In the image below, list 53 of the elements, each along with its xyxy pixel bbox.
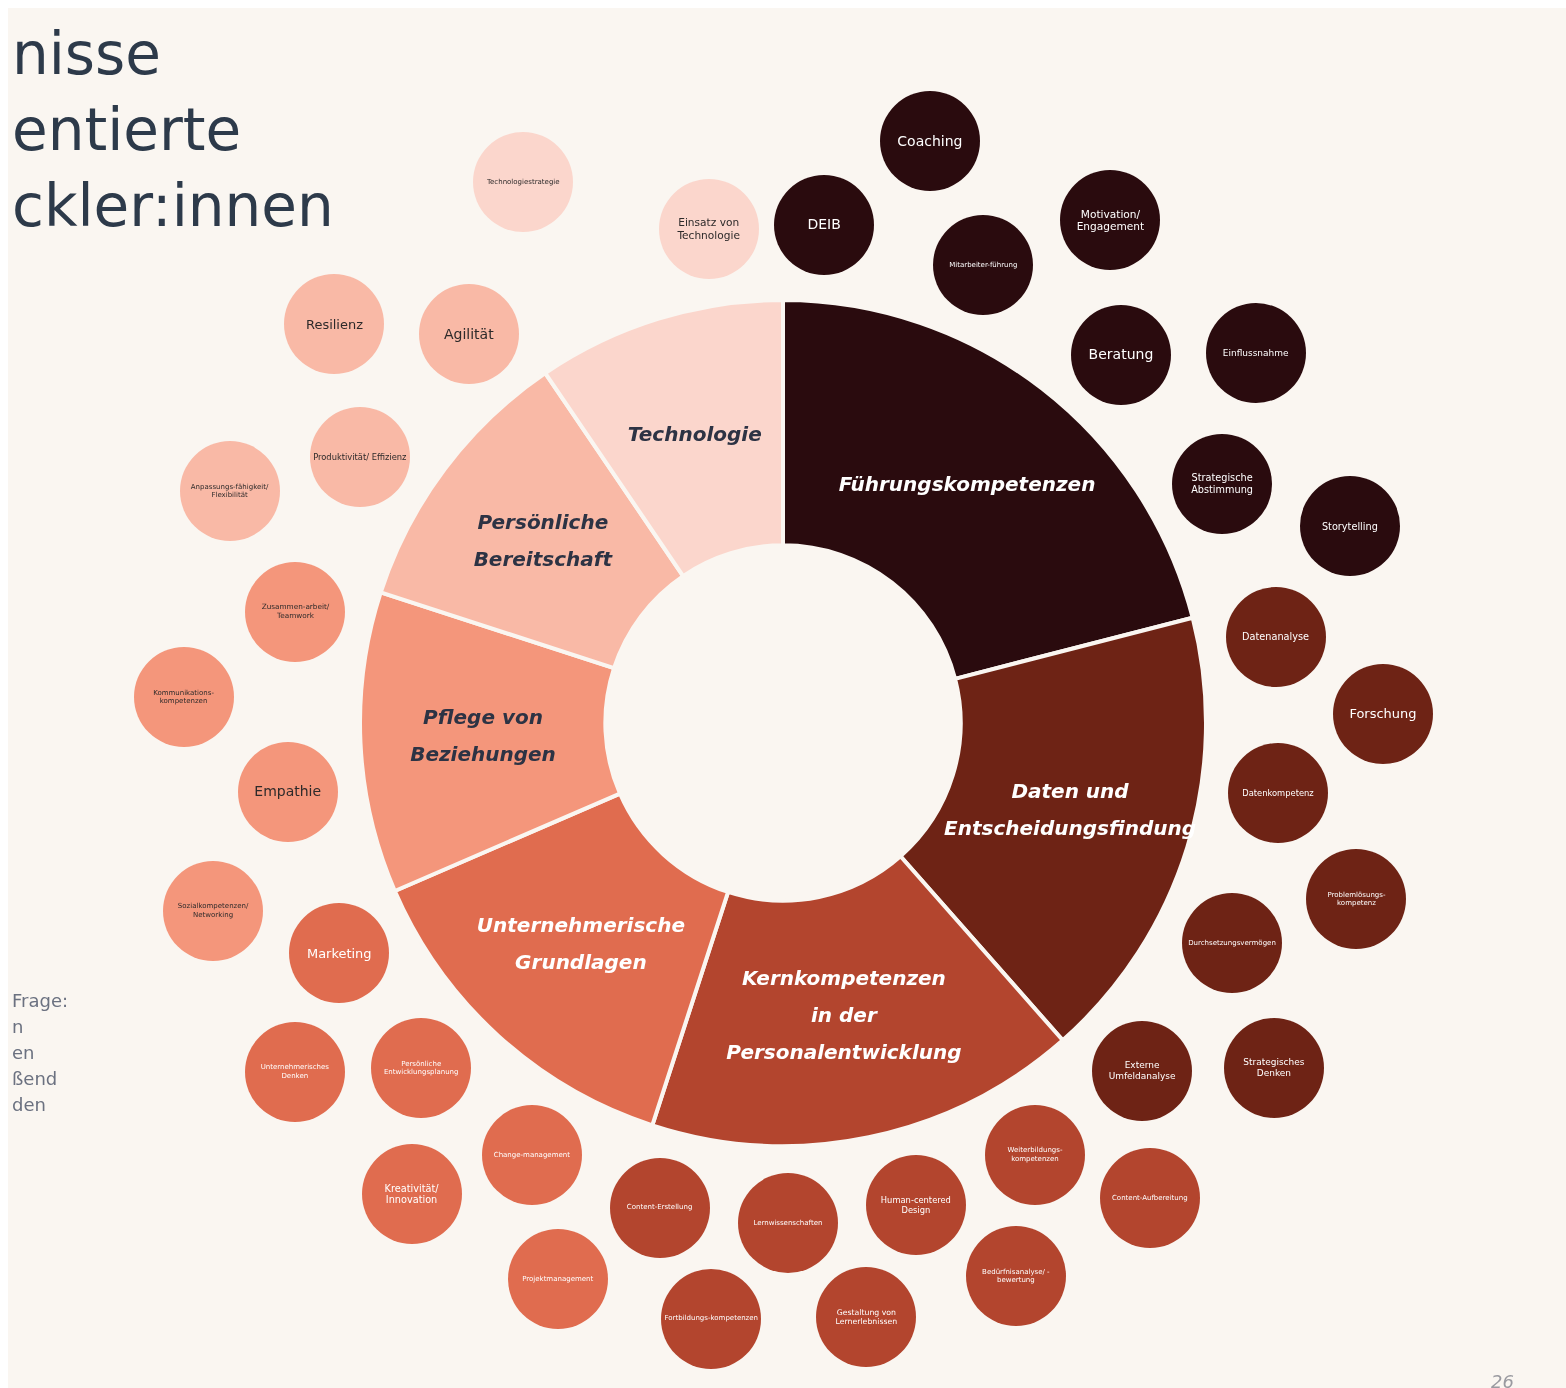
circle: Motivation/ Engagement	[1060, 170, 1161, 271]
category-label: Produktivität/ Effizienz	[312, 451, 407, 462]
category-label: Strategische Abstimmung	[1190, 472, 1254, 496]
text: n	[12, 1015, 25, 1039]
circle: Externe Umfeldanalyse	[1092, 1020, 1193, 1121]
category-label: Marketing	[306, 945, 373, 962]
text: ßend	[12, 1067, 59, 1091]
category-label: Datenanalyse	[1241, 631, 1311, 643]
category-label: Einflussnahme	[1221, 348, 1290, 359]
category-label: Motivation/ Engagement	[1075, 207, 1146, 233]
circle: Strategische Abstimmung	[1172, 433, 1273, 534]
slice-label: Pflege von Beziehungen	[410, 704, 556, 766]
circle: Marketing	[289, 903, 390, 1004]
category-label: Strategisches Denken	[1242, 1057, 1306, 1079]
circle: Agilität	[418, 284, 519, 384]
circle: Kreativität/ Innovation	[361, 1144, 462, 1245]
slice-label: Unternehmerische Grundlagen	[476, 912, 685, 974]
slice-label: Führungskompetenzen	[838, 471, 1096, 496]
category-label: Einsatz von Technologie	[676, 215, 741, 242]
category-label: Kreativität/ Innovation	[383, 1182, 440, 1206]
circle: Forschung	[1332, 663, 1433, 764]
category-label: Resilienz	[305, 316, 364, 333]
text: Frage:	[12, 989, 69, 1013]
slice-label: Kernkompetenzen in der Personalentwicklung	[726, 966, 962, 1065]
category-label: Externe Umfeldanalyse	[1107, 1060, 1177, 1082]
category-label: DEIB	[806, 216, 842, 234]
circle: Beratung	[1070, 304, 1171, 405]
circle: Einsatz von Technologie	[658, 178, 759, 279]
circle: Coaching	[879, 91, 980, 192]
category-label: Human-centered Design	[879, 1195, 952, 1216]
chart-title: nisse entierte ckler:innen	[12, 19, 334, 242]
circle: Human-centered Design	[865, 1155, 966, 1255]
category-label: Empathie	[253, 783, 323, 800]
circle: Strategisches Denken	[1223, 1018, 1324, 1118]
category-label: Agilität	[443, 325, 495, 343]
circle: Empathie	[237, 741, 338, 842]
slice-label: Technologie	[627, 422, 762, 447]
circle: Datenanalyse	[1225, 587, 1326, 688]
circle: Einflussnahme	[1205, 303, 1306, 404]
circle: Resilienz	[284, 274, 385, 375]
category-label: Beratung	[1087, 346, 1155, 363]
category-label: Forschung	[1348, 705, 1418, 722]
circle: Produktivität/ Effizienz	[309, 406, 410, 507]
category-label: Datenkompetenz	[1241, 788, 1315, 799]
text: en	[12, 1041, 36, 1065]
text: 26	[1491, 1371, 1514, 1388]
category-label: Storytelling	[1320, 520, 1379, 533]
circle: DEIB	[774, 174, 875, 275]
circle: Datenkompetenz	[1228, 743, 1328, 844]
category-label: Coaching	[896, 132, 964, 150]
circle: Storytelling	[1299, 476, 1400, 577]
slice-label: Persönliche Bereitschaft	[473, 510, 614, 572]
text: den	[12, 1093, 47, 1117]
